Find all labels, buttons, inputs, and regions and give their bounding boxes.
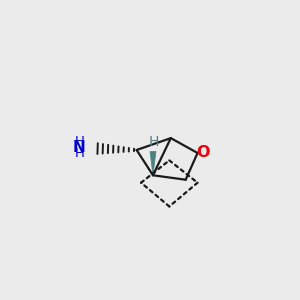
Text: H: H: [149, 135, 159, 149]
Text: H: H: [74, 135, 84, 148]
Text: N: N: [73, 140, 85, 154]
Text: O: O: [196, 145, 210, 160]
Text: H: H: [74, 147, 84, 160]
Polygon shape: [150, 152, 156, 175]
